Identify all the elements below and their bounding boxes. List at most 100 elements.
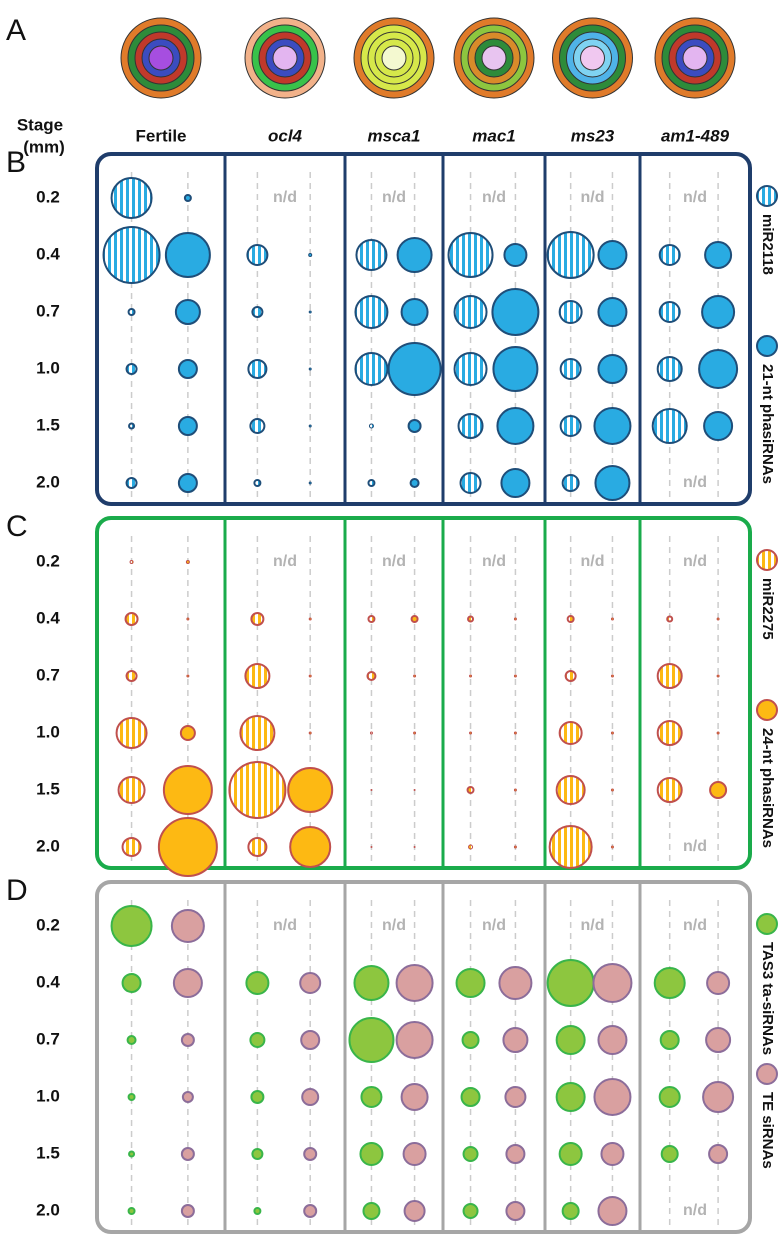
stage-label: 0.4: [36, 972, 60, 991]
bubble: [180, 1147, 195, 1161]
bubble: [360, 1086, 383, 1108]
bubble: [400, 298, 429, 326]
bubble: [561, 1202, 580, 1220]
bubble: [181, 1091, 194, 1103]
legend-swatch: [756, 549, 778, 571]
bubble: [413, 789, 416, 791]
stage-label: 0.2: [36, 915, 60, 934]
bubble: [453, 352, 488, 386]
bubble: [125, 477, 138, 489]
bubble: [705, 1027, 732, 1053]
bubble: [253, 1207, 262, 1215]
bubble: [651, 408, 688, 444]
stage-label: 1.5: [36, 1143, 60, 1162]
bubble: [247, 837, 268, 857]
bubble: [183, 194, 192, 202]
panel-label: B: [6, 146, 26, 179]
bubble: [566, 615, 575, 623]
bubble: [387, 342, 442, 396]
bubble: [600, 1142, 625, 1166]
bubble: [466, 786, 475, 794]
bubble: [126, 1035, 137, 1045]
bubble: [561, 474, 580, 492]
bubble: [597, 1196, 628, 1226]
stage-label: 1.0: [36, 1086, 60, 1105]
bubble: [658, 301, 681, 323]
bubble: [177, 473, 198, 493]
stage-label: 0.4: [36, 244, 60, 263]
bubble: [513, 674, 517, 678]
genotype-label: ms23: [571, 126, 615, 145]
bubble: [716, 674, 720, 678]
bubble: [413, 731, 417, 735]
bubble: [559, 415, 582, 437]
legend-swatch: [756, 335, 778, 357]
bubble: [110, 905, 153, 947]
anther-layer: [381, 45, 407, 71]
bubble: [250, 612, 265, 626]
legend-swatch: [756, 185, 778, 207]
stage-label: 0.2: [36, 187, 60, 206]
bubble: [127, 1207, 136, 1215]
bubble: [300, 1030, 321, 1050]
bubble: [597, 1025, 628, 1055]
bubble: [504, 1086, 527, 1108]
bubble: [716, 617, 720, 621]
panel-label: A: [6, 14, 26, 47]
panel-label: D: [6, 874, 28, 907]
stage-label: 1.0: [36, 358, 60, 377]
bubble: [246, 244, 269, 266]
bubble: [500, 468, 531, 498]
bubble: [125, 363, 138, 375]
bubble: [660, 1145, 679, 1163]
bubble: [498, 966, 533, 1000]
stage-label: 1.5: [36, 415, 60, 434]
stage-label: 0.4: [36, 608, 60, 627]
bubble: [348, 1017, 395, 1063]
legend-label: miR2118: [759, 214, 776, 275]
bubble: [287, 767, 334, 813]
bubble: [698, 349, 739, 389]
bubble: [548, 825, 593, 869]
bubble: [366, 671, 377, 681]
not-determined: n/d: [273, 917, 297, 934]
bubble: [253, 479, 262, 487]
genotype-label: mac1: [472, 126, 515, 145]
stage-label: 2.0: [36, 472, 60, 491]
bubble: [128, 422, 136, 430]
bubble: [709, 781, 728, 799]
bubble: [367, 615, 376, 623]
stage-label: 0.7: [36, 1029, 60, 1048]
bubble: [462, 1203, 479, 1219]
bubble: [703, 411, 734, 441]
bubble: [610, 788, 614, 792]
bubble: [503, 243, 528, 267]
bubble: [610, 617, 614, 621]
not-determined: n/d: [382, 917, 406, 934]
bubble: [559, 358, 582, 380]
bubble: [157, 817, 218, 877]
bubble: [658, 244, 681, 266]
genotype-label: msca1: [368, 126, 421, 145]
anther-layer: [272, 45, 298, 71]
bubble: [170, 909, 205, 943]
bubble: [185, 560, 190, 564]
legend-swatch: [756, 699, 778, 721]
bubble: [362, 1202, 381, 1220]
bubble: [228, 761, 287, 819]
bubble: [564, 670, 577, 682]
bubble: [395, 964, 434, 1002]
bubble: [308, 481, 312, 485]
bubble: [702, 1081, 735, 1113]
bubble: [250, 1090, 265, 1104]
not-determined: n/d: [683, 917, 707, 934]
bubble: [308, 310, 312, 314]
bubble: [704, 241, 733, 269]
bubble: [656, 356, 683, 382]
bubble: [124, 612, 139, 626]
panel-frame: [95, 880, 752, 1234]
bubble: [409, 478, 420, 488]
bubble: [491, 288, 540, 336]
bubble: [354, 352, 389, 386]
